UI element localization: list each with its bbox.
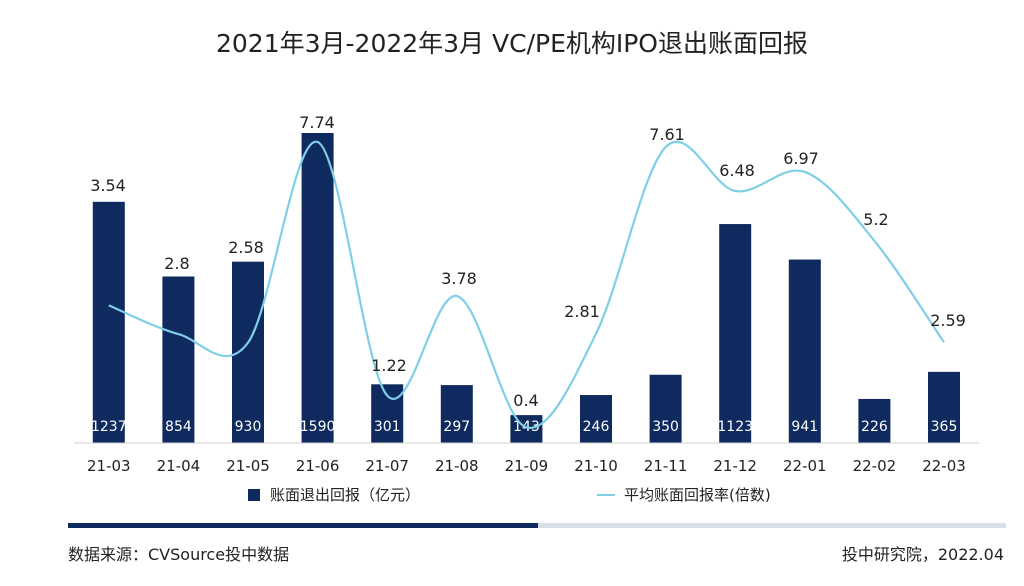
x-tick-21-06: 21-06 xyxy=(296,457,340,475)
x-tick-21-07: 21-07 xyxy=(365,457,409,475)
line-label-21-09: 0.4 xyxy=(513,391,538,410)
legend-line-label: 平均账面回报率(倍数) xyxy=(624,486,771,504)
bar-21-04 xyxy=(162,276,195,443)
footer-progress xyxy=(68,523,1006,528)
x-tick-21-10: 21-10 xyxy=(574,457,618,475)
legend: 账面退出回报（亿元） 平均账面回报率(倍数) xyxy=(248,486,771,504)
bar-label-21-10: 246 xyxy=(583,419,610,435)
line-label-22-03: 2.59 xyxy=(930,311,966,330)
line-label-21-10: 2.81 xyxy=(564,302,600,321)
progress-fill xyxy=(68,523,538,528)
legend-bar-swatch xyxy=(248,489,260,501)
bar-label-22-02: 226 xyxy=(861,419,888,435)
legend-bar-label: 账面退出回报（亿元） xyxy=(270,486,420,504)
bar-label-22-01: 941 xyxy=(791,419,818,435)
line-label-21-07: 1.22 xyxy=(371,356,407,375)
x-tick-21-09: 21-09 xyxy=(505,457,549,475)
line-label-21-06: 7.74 xyxy=(299,113,335,132)
line-label-21-04: 2.8 xyxy=(164,254,189,273)
x-tick-21-05: 21-05 xyxy=(226,457,270,475)
line-series: 3.54 2.8 2.58 7.74 1.22 3.78 0.4 2.81 7.61 6.48 6.… xyxy=(90,113,966,429)
bar-22-01 xyxy=(788,259,821,443)
x-tick-21-12: 21-12 xyxy=(713,457,757,475)
bar-label-21-06: 1590 xyxy=(300,419,336,435)
line-label-21-03: 3.54 xyxy=(90,176,126,195)
x-tick-22-02: 22-02 xyxy=(853,457,897,475)
bar-21-09 xyxy=(510,415,543,443)
x-tick-21-04: 21-04 xyxy=(157,457,201,475)
line-label-21-05: 2.58 xyxy=(228,238,264,257)
x-axis: 21-03 21-04 21-05 21-06 21-07 21-08 21-09 21-10… xyxy=(74,442,979,475)
line-path xyxy=(108,140,945,429)
line-label-21-08: 3.78 xyxy=(441,269,477,288)
credit-note: 投中研究院，2022.04 xyxy=(842,545,1004,564)
x-tick-21-11: 21-11 xyxy=(644,457,688,475)
bar-21-06 xyxy=(301,133,334,443)
source-note: 数据来源：CVSource投中数据 xyxy=(68,545,289,564)
bar-21-10 xyxy=(580,395,612,443)
line-label-21-12: 6.48 xyxy=(719,161,755,180)
bar-21-12 xyxy=(719,224,752,443)
line-label-22-01: 6.97 xyxy=(783,149,819,168)
bar-label-21-08: 297 xyxy=(443,419,470,435)
line-label-22-02: 5.2 xyxy=(863,210,888,229)
bar-label-21-05: 930 xyxy=(235,419,262,435)
bar-21-08 xyxy=(440,385,473,443)
bar-22-02 xyxy=(858,398,891,443)
line-label-21-11: 7.61 xyxy=(649,125,685,144)
x-tick-21-08: 21-08 xyxy=(435,457,479,475)
bar-label-22-03: 365 xyxy=(931,419,958,435)
bar-label-21-11: 350 xyxy=(652,419,679,435)
bar-21-11 xyxy=(649,374,682,443)
bar-label-21-07: 301 xyxy=(374,419,401,435)
bar-label-21-03: 1237 xyxy=(91,419,127,435)
x-tick-21-03: 21-03 xyxy=(87,457,131,475)
chart-title: 2021年3月-2022年3月 VC/PE机构IPO退出账面回报 xyxy=(216,29,808,58)
bar-label-21-04: 854 xyxy=(165,419,192,435)
bar-series: 1237 854 930 1590 301 297 143 246 350 1123 941 226 3… xyxy=(91,133,960,443)
bar-22-03 xyxy=(928,371,960,443)
bar-label-21-12: 1123 xyxy=(717,419,753,435)
x-tick-22-01: 22-01 xyxy=(783,457,827,475)
bar-21-03 xyxy=(92,201,125,443)
x-tick-22-03: 22-03 xyxy=(922,457,966,475)
